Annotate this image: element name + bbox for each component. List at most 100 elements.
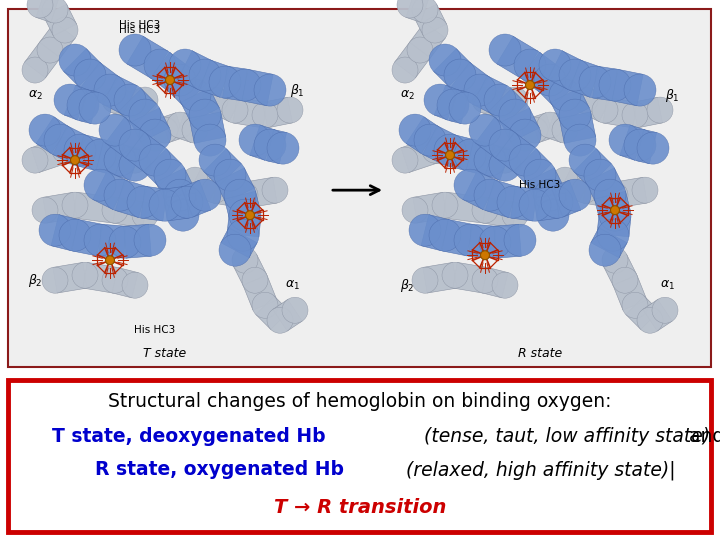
Circle shape bbox=[22, 57, 48, 83]
Circle shape bbox=[592, 97, 618, 123]
Polygon shape bbox=[510, 186, 537, 221]
Polygon shape bbox=[593, 66, 617, 101]
Circle shape bbox=[72, 262, 98, 288]
Polygon shape bbox=[204, 149, 241, 186]
Circle shape bbox=[589, 234, 621, 266]
Polygon shape bbox=[222, 66, 248, 101]
Circle shape bbox=[167, 199, 199, 231]
Circle shape bbox=[84, 169, 116, 201]
Circle shape bbox=[522, 117, 548, 143]
Polygon shape bbox=[485, 145, 510, 180]
Polygon shape bbox=[494, 224, 521, 258]
Circle shape bbox=[52, 137, 78, 163]
Circle shape bbox=[487, 92, 513, 118]
Circle shape bbox=[104, 144, 136, 176]
Circle shape bbox=[454, 139, 486, 171]
Circle shape bbox=[489, 34, 521, 66]
Circle shape bbox=[239, 124, 271, 156]
Polygon shape bbox=[551, 88, 589, 122]
Circle shape bbox=[541, 186, 573, 218]
Circle shape bbox=[144, 49, 176, 81]
Circle shape bbox=[229, 199, 261, 231]
Polygon shape bbox=[96, 139, 124, 176]
Text: and: and bbox=[683, 427, 720, 446]
Polygon shape bbox=[115, 180, 148, 218]
Text: $\beta_2$: $\beta_2$ bbox=[28, 272, 42, 289]
Polygon shape bbox=[613, 275, 647, 310]
Circle shape bbox=[106, 256, 114, 265]
Polygon shape bbox=[483, 197, 517, 228]
Circle shape bbox=[214, 159, 246, 191]
Polygon shape bbox=[466, 139, 494, 176]
Polygon shape bbox=[72, 219, 103, 256]
Polygon shape bbox=[533, 186, 559, 221]
Circle shape bbox=[434, 134, 466, 166]
Circle shape bbox=[194, 124, 226, 156]
Polygon shape bbox=[570, 60, 600, 97]
Circle shape bbox=[492, 147, 518, 173]
Circle shape bbox=[549, 79, 581, 111]
Circle shape bbox=[446, 151, 454, 160]
Circle shape bbox=[164, 179, 196, 211]
Polygon shape bbox=[225, 191, 261, 219]
Polygon shape bbox=[125, 132, 165, 173]
Circle shape bbox=[154, 159, 186, 191]
Polygon shape bbox=[513, 149, 552, 186]
Polygon shape bbox=[233, 97, 267, 128]
Circle shape bbox=[104, 179, 136, 211]
Polygon shape bbox=[168, 69, 207, 106]
Circle shape bbox=[552, 167, 578, 193]
Circle shape bbox=[632, 177, 658, 203]
Circle shape bbox=[492, 272, 518, 298]
Circle shape bbox=[232, 182, 258, 208]
Circle shape bbox=[462, 142, 488, 168]
Text: $\alpha_1$: $\alpha_1$ bbox=[660, 279, 675, 292]
Polygon shape bbox=[161, 113, 184, 143]
Circle shape bbox=[402, 197, 428, 223]
Polygon shape bbox=[603, 254, 636, 286]
Circle shape bbox=[526, 80, 534, 90]
Circle shape bbox=[609, 124, 641, 156]
Circle shape bbox=[227, 219, 259, 251]
Circle shape bbox=[119, 129, 151, 161]
Polygon shape bbox=[273, 299, 302, 331]
Circle shape bbox=[464, 74, 496, 106]
Circle shape bbox=[169, 49, 201, 81]
Polygon shape bbox=[112, 268, 138, 298]
Polygon shape bbox=[156, 168, 194, 202]
Circle shape bbox=[67, 89, 99, 121]
Circle shape bbox=[422, 137, 448, 163]
Circle shape bbox=[602, 182, 628, 208]
Circle shape bbox=[392, 57, 418, 83]
Circle shape bbox=[164, 64, 196, 96]
Circle shape bbox=[39, 214, 71, 246]
Polygon shape bbox=[548, 51, 582, 90]
Polygon shape bbox=[473, 143, 507, 173]
Circle shape bbox=[502, 202, 528, 228]
Polygon shape bbox=[181, 180, 211, 217]
Polygon shape bbox=[64, 85, 89, 120]
Polygon shape bbox=[124, 224, 151, 258]
Circle shape bbox=[252, 102, 278, 128]
Text: His HC3: His HC3 bbox=[120, 20, 161, 30]
Circle shape bbox=[29, 114, 61, 146]
Circle shape bbox=[84, 139, 116, 171]
Circle shape bbox=[424, 84, 456, 116]
Polygon shape bbox=[643, 299, 672, 331]
Circle shape bbox=[622, 102, 648, 128]
Circle shape bbox=[412, 0, 438, 23]
Polygon shape bbox=[210, 89, 240, 122]
Polygon shape bbox=[189, 112, 225, 143]
Circle shape bbox=[429, 44, 461, 76]
Polygon shape bbox=[413, 4, 446, 36]
Circle shape bbox=[224, 179, 256, 211]
Polygon shape bbox=[559, 168, 591, 202]
Polygon shape bbox=[591, 228, 627, 258]
Circle shape bbox=[484, 84, 516, 116]
Circle shape bbox=[472, 197, 498, 223]
Polygon shape bbox=[115, 145, 140, 180]
Circle shape bbox=[119, 149, 151, 181]
Circle shape bbox=[559, 99, 591, 131]
Polygon shape bbox=[83, 262, 117, 293]
Polygon shape bbox=[485, 180, 518, 218]
